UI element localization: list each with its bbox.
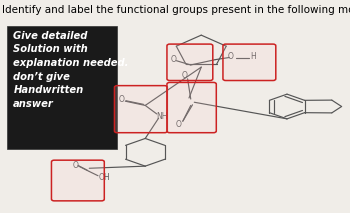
Text: OH: OH — [98, 173, 110, 182]
Text: Give detailed
Solution with
explanation needed.
don’t give
Handwritten
answer: Give detailed Solution with explanation … — [13, 31, 129, 109]
Text: Identify and label the functional groups present in the following molecule. [: Identify and label the functional groups… — [2, 5, 350, 15]
Text: O: O — [171, 55, 176, 64]
Text: O: O — [176, 120, 181, 129]
Text: H: H — [250, 52, 255, 61]
Text: O: O — [182, 71, 188, 80]
FancyBboxPatch shape — [167, 82, 216, 133]
FancyBboxPatch shape — [167, 44, 213, 81]
FancyBboxPatch shape — [51, 160, 104, 201]
Text: NH: NH — [156, 112, 168, 121]
FancyBboxPatch shape — [7, 26, 117, 149]
Text: O: O — [119, 95, 125, 104]
FancyBboxPatch shape — [114, 86, 167, 133]
Text: O: O — [72, 161, 78, 170]
FancyBboxPatch shape — [223, 44, 276, 81]
Text: O: O — [228, 52, 234, 61]
